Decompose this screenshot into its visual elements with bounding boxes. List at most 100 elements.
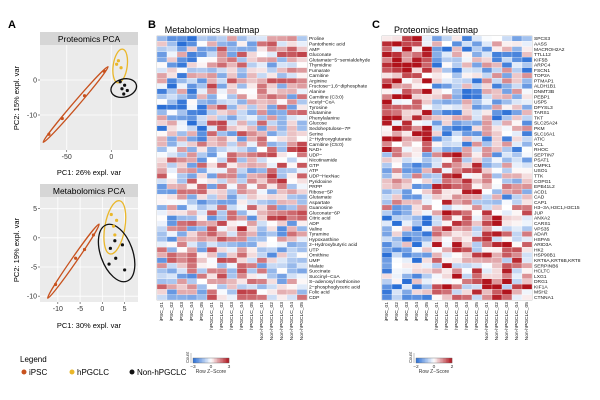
heatmap-cell xyxy=(296,247,308,253)
heatmap-cell xyxy=(196,262,208,269)
heatmap-cell xyxy=(481,183,493,190)
y-tick-label: -5 xyxy=(31,265,37,272)
heatmap-row-label: CARS1 xyxy=(534,221,551,227)
heatmap-cell xyxy=(501,93,513,100)
heatmap-cell xyxy=(286,257,298,264)
heatmap-col-label: Non-hPGCLC_01 xyxy=(259,302,265,341)
heatmap-cell xyxy=(501,88,513,95)
heatmap-cell xyxy=(276,146,288,153)
heatmap-cell xyxy=(431,130,443,137)
heatmap-cell xyxy=(501,130,513,137)
heatmap-cell xyxy=(246,109,258,116)
heatmap-cell xyxy=(411,284,423,290)
heatmap-cell xyxy=(286,188,298,195)
heatmap-cell xyxy=(391,99,403,105)
heatmap-row-label: ANXA2 xyxy=(534,216,550,222)
heatmap-cell xyxy=(491,115,503,121)
heatmap-cell xyxy=(471,167,483,174)
heatmap-cell xyxy=(276,236,288,243)
heatmap-cell xyxy=(196,252,208,258)
heatmap-cell xyxy=(216,167,228,174)
heatmap-cell xyxy=(521,115,533,121)
heatmap-cell xyxy=(286,241,298,248)
heatmap-cell xyxy=(196,115,208,121)
heatmap-cell xyxy=(461,204,473,211)
heatmap-cell xyxy=(196,51,208,58)
heatmap-cell xyxy=(411,183,423,190)
heatmap-cell xyxy=(266,294,278,301)
heatmap-cell xyxy=(246,178,258,184)
heatmap-cell xyxy=(381,294,393,301)
heatmap-cell xyxy=(441,141,453,148)
heatmap-row-label: ALDH1B1 xyxy=(534,84,556,90)
heatmap-cell xyxy=(176,56,188,63)
heatmap-cell xyxy=(401,88,413,95)
heatmap-cell xyxy=(196,183,208,190)
heatmap-cell xyxy=(481,268,493,274)
heatmap-cell xyxy=(391,104,403,111)
heatmap-cell xyxy=(471,130,483,137)
heatmap-cell xyxy=(246,231,258,237)
heatmap-cell xyxy=(441,88,453,95)
heatmap-cell xyxy=(461,167,473,174)
heatmap-cell xyxy=(491,41,503,47)
heatmap-cell xyxy=(501,167,513,174)
heatmap-cell xyxy=(391,173,403,179)
heatmap-cell xyxy=(411,173,423,179)
heatmap-cell xyxy=(156,157,168,163)
heatmap-cell xyxy=(256,93,268,100)
heatmap-cell xyxy=(481,109,493,116)
heatmap-cell xyxy=(186,146,198,153)
heatmap-cell xyxy=(381,199,393,206)
heatmap-cell xyxy=(461,247,473,253)
heatmap-cell xyxy=(186,252,198,258)
heatmap-cell xyxy=(491,72,503,79)
color-key-segment xyxy=(419,358,421,363)
heatmap-cell xyxy=(266,146,278,153)
heatmap-cell xyxy=(216,41,228,47)
point-non-hpgclc xyxy=(123,83,127,87)
heatmap-cell xyxy=(266,194,278,200)
heatmap-cell xyxy=(471,109,483,116)
heatmap-cell xyxy=(401,130,413,137)
heatmap-cell xyxy=(421,141,433,148)
heatmap-cell xyxy=(491,284,503,290)
heatmap-cell xyxy=(491,204,503,211)
heatmap-cell xyxy=(196,289,208,295)
heatmap-cell xyxy=(481,284,493,290)
heatmap-row-label: PTMAP1 xyxy=(534,78,554,84)
heatmap-cell xyxy=(236,284,248,290)
ellipse-non-hpgclc xyxy=(110,78,138,99)
heatmap-cell xyxy=(411,157,423,163)
heatmap-row-label: TARS1 xyxy=(534,110,550,116)
heatmap-cell xyxy=(216,241,228,248)
heatmap-cell xyxy=(216,67,228,74)
heatmap-cell xyxy=(451,104,463,111)
heatmap-cell xyxy=(391,51,403,58)
heatmap-cell xyxy=(156,220,168,227)
heatmap-cell xyxy=(186,241,198,248)
legend-swatch-non-hpgclc xyxy=(129,369,135,375)
heatmap-cell xyxy=(296,35,308,42)
heatmap-cell xyxy=(481,120,493,126)
ellipse-ipsc xyxy=(46,223,100,299)
x-tick-label: 0 xyxy=(109,154,113,161)
heatmap-cell xyxy=(411,51,423,58)
heatmap-cell xyxy=(186,83,198,89)
heatmap-cell xyxy=(296,93,308,100)
heatmap-cell xyxy=(511,278,523,285)
heatmap-cell xyxy=(236,83,248,89)
heatmap-cell xyxy=(166,93,178,100)
heatmap-cell xyxy=(451,72,463,79)
heatmap-cell xyxy=(166,141,178,148)
legend-label-hpgclc: hPGCLC xyxy=(77,368,109,377)
heatmap-cell xyxy=(206,46,218,52)
heatmap-cell xyxy=(226,72,238,79)
heatmap-cell xyxy=(391,262,403,269)
heatmap-cell xyxy=(246,56,258,63)
heatmap-cell xyxy=(521,146,533,153)
heatmap-cell xyxy=(246,152,258,158)
heatmap-cell xyxy=(511,210,523,216)
heatmap-cell xyxy=(401,83,413,89)
heatmap-cell xyxy=(431,125,443,132)
